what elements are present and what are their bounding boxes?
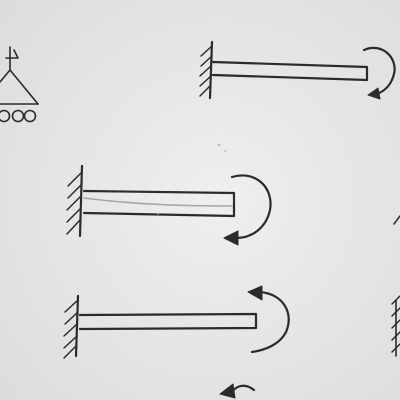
moment-arrow-clockwise — [223, 174, 272, 246]
cantilever-top — [199, 40, 396, 100]
beam — [78, 312, 258, 331]
wall-hatching — [199, 45, 213, 97]
partial-sketch-right-edge — [391, 215, 400, 357]
wall-hatching — [63, 299, 79, 359]
pin-support-partial — [0, 46, 39, 123]
beam — [211, 60, 369, 82]
moment-arrow-counterclockwise — [247, 285, 290, 354]
beam — [82, 189, 236, 218]
fixed-wall — [78, 164, 84, 238]
moment-arrow-partial-bottom — [219, 383, 256, 399]
cantilever-bottom — [63, 285, 290, 359]
paper-specks — [157, 143, 226, 215]
fixed-wall — [208, 40, 214, 100]
wall-hatching — [66, 171, 83, 235]
cantilever-middle — [66, 164, 272, 246]
moment-arrow-clockwise — [362, 46, 396, 100]
